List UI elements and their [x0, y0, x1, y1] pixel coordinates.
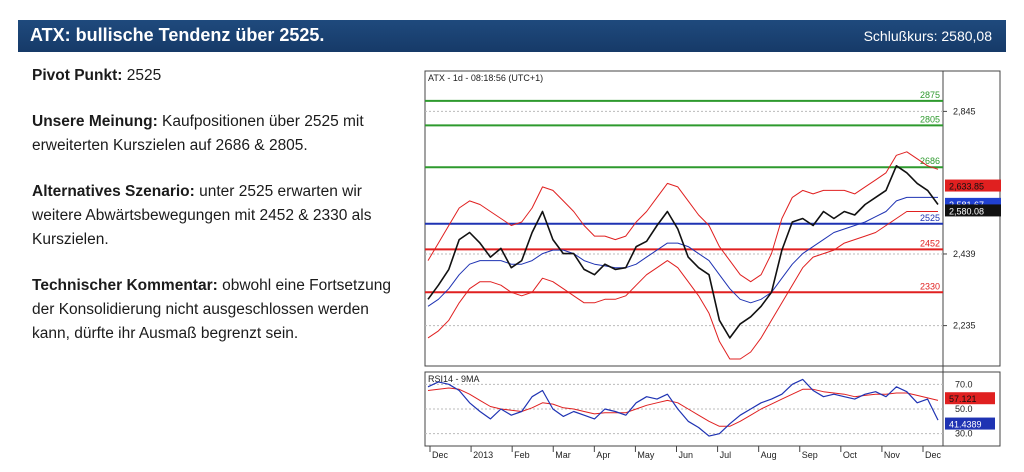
opinion-label: Unsere Meinung:	[32, 113, 158, 130]
rsi-panel-frame	[424, 371, 1001, 447]
technical-paragraph: Technischer Kommentar: obwohl eine Forts…	[32, 274, 397, 346]
bollinger-upper-line	[427, 151, 939, 283]
price-tick-label: 2,845	[953, 106, 976, 116]
technical-text: obwohl eine Fortsetzung der Konsolidieru…	[32, 277, 391, 342]
technical-label: Technischer Kommentar:	[32, 277, 218, 294]
rsi-tag-box	[945, 417, 995, 430]
rsi-title: RSI14 - 9MA	[428, 374, 480, 384]
rsi-tick-label: 70.0	[955, 379, 973, 389]
opinion-paragraph: Unsere Meinung: Kaufpositionen über 2525…	[32, 110, 397, 158]
chart-title: ATX - 1d - 08:18:56 (UTC+1)	[428, 73, 543, 83]
level-label-2525: 2525	[920, 213, 940, 223]
rsi-line	[427, 378, 939, 437]
atx-chart: ATX - 1d - 08:18:56 (UTC+1) RSI14 - 9MA 28…	[424, 70, 1001, 460]
price-panel-frame	[424, 70, 1001, 367]
price-tag-box	[945, 179, 1001, 192]
x-tick-label: Jul	[720, 450, 732, 460]
page-title: ATX: bullische Tendenz über 2525.	[30, 25, 325, 45]
rsi-ma-line	[427, 387, 939, 427]
commentary-panel: Pivot Punkt: 2525 Unsere Meinung: Kaufpo…	[32, 64, 397, 368]
rsi-tag-box	[945, 392, 995, 405]
x-tick-label: Oct	[843, 450, 858, 460]
price-tag-box	[945, 204, 1001, 217]
x-tick-label: Feb	[514, 450, 530, 460]
rsi-tag-label: 57.121	[949, 394, 977, 404]
price-tick-label: 2,235	[953, 321, 976, 331]
rsi-tick-label: 50.0	[955, 404, 973, 414]
x-tick-label: Aug	[761, 450, 777, 460]
price-tag-label: 2,580.08	[949, 206, 984, 216]
bollinger-lower-line	[427, 211, 938, 360]
alternative-label: Alternatives Szenario:	[32, 183, 195, 200]
x-tick-label: Mar	[555, 450, 571, 460]
closing-price: Schlußkurs: 2580,08	[863, 28, 992, 44]
pivot-label: Pivot Punkt:	[32, 67, 123, 84]
level-label-2452: 2452	[920, 238, 940, 248]
x-tick-label: Dec	[925, 450, 942, 460]
rsi-tag-label: 41.4389	[949, 420, 982, 430]
x-tick-label: Sep	[802, 450, 818, 460]
header-bar: ATX: bullische Tendenz über 2525. Schluß…	[18, 20, 1006, 52]
level-label-2686: 2686	[920, 156, 940, 166]
x-tick-label: Apr	[596, 450, 610, 460]
x-tick-label: Dec	[432, 450, 449, 460]
price-line	[427, 165, 939, 339]
level-label-2875: 2875	[920, 90, 940, 100]
x-tick-label: Nov	[884, 450, 901, 460]
price-tick-label: 2,439	[953, 249, 976, 259]
opinion-text: Kaufpositionen über 2525 mit erweiterten…	[32, 113, 364, 154]
alternative-paragraph: Alternatives Szenario: unter 2525 erwart…	[32, 180, 397, 252]
alternative-text: unter 2525 erwarten wir weitere Abwärtsb…	[32, 183, 372, 248]
pivot-paragraph: Pivot Punkt: 2525	[32, 64, 397, 88]
x-tick-label: 2013	[473, 450, 493, 460]
price-tag-label: 2,633.85	[949, 182, 984, 192]
pivot-value: 2525	[126, 67, 162, 84]
x-tick-label: May	[637, 450, 655, 460]
x-tick-label: Jun	[679, 450, 694, 460]
rsi-tick-label: 30.0	[955, 429, 973, 439]
level-label-2330: 2330	[920, 281, 940, 291]
level-label-2805: 2805	[920, 114, 940, 124]
